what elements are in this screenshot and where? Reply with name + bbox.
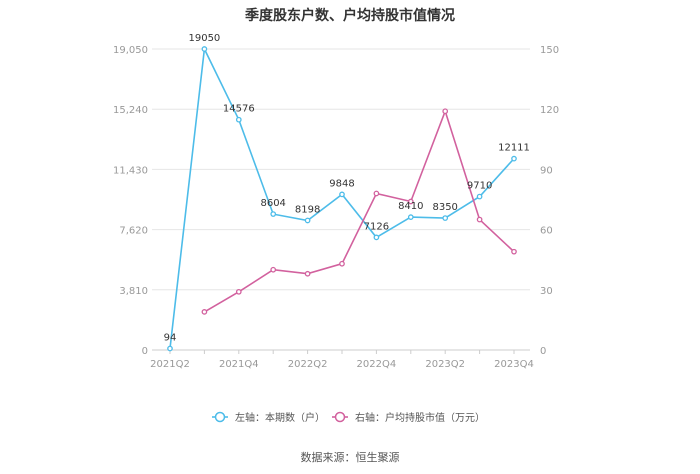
data-point (442, 108, 449, 115)
x-tick-label: 2022Q2 (288, 359, 328, 370)
series-line-2 (203, 108, 515, 313)
data-point (339, 260, 345, 267)
data-label: 8410 (398, 201, 423, 212)
data-point (304, 217, 311, 224)
data-point (511, 248, 517, 255)
legend-marker (334, 411, 346, 423)
x-tick-label: 2023Q4 (494, 359, 534, 370)
data-point (476, 216, 483, 223)
data-point (511, 155, 517, 162)
data-label: 14576 (223, 104, 255, 115)
data-point (270, 211, 277, 217)
x-tick-label: 2021Q4 (219, 359, 259, 370)
left-tick-label: 7,620 (119, 226, 148, 237)
x-tick-label: 2021Q2 (150, 359, 190, 370)
data-label: 12111 (498, 143, 530, 154)
legend-label: 右轴：户均持股市值（万元） (355, 411, 485, 424)
data-point (339, 191, 345, 198)
data-label: 9710 (467, 181, 492, 192)
left-tick-label: 19,050 (113, 45, 148, 56)
data-label: 8350 (432, 202, 457, 213)
right-tick-label: 30 (540, 286, 553, 297)
data-point (373, 234, 380, 241)
left-tick-label: 11,430 (113, 165, 148, 176)
data-point (407, 198, 414, 205)
data-point (442, 215, 449, 221)
right-tick-label: 120 (540, 105, 559, 116)
data-point (235, 116, 242, 123)
data-label: 19050 (188, 33, 220, 44)
right-tick-label: 60 (540, 226, 553, 237)
data-point (235, 288, 242, 295)
data-point (407, 214, 414, 220)
x-tick-label: 2022Q4 (357, 359, 397, 370)
data-label: 94 (164, 333, 177, 344)
data-point (476, 193, 483, 200)
left-axis-ticks: 0 3,810 7,620 11,430 15,240 19,050 (113, 45, 148, 357)
legend: 左轴：本期数（户） 右轴：户均持股市值（万元） (212, 411, 485, 424)
left-tick-label: 3,810 (119, 286, 148, 297)
x-axis-ticks: 2021Q2 2021Q4 2022Q2 2022Q4 2023Q2 2023Q4 (150, 350, 534, 370)
data-label: 9848 (329, 178, 354, 189)
right-tick-label: 90 (540, 165, 553, 176)
data-point (201, 46, 208, 52)
legend-marker (214, 411, 226, 423)
x-tick-label: 2023Q2 (425, 359, 465, 370)
data-label: 7126 (364, 221, 389, 232)
data-point (167, 345, 173, 352)
series-line-1 (169, 46, 515, 349)
data-label: 8604 (260, 198, 285, 209)
data-point (373, 190, 380, 197)
right-tick-label: 150 (540, 45, 559, 56)
data-label: 8198 (295, 204, 320, 215)
source-note: 数据来源：恒生聚源 (301, 450, 400, 464)
data-point (270, 266, 277, 273)
right-axis-ticks: 0 30 60 90 120 150 (540, 45, 559, 357)
data-point (201, 309, 208, 315)
chart-title: 季度股东户数、户均持股市值情况 (244, 7, 455, 24)
data-labels: 94 19050 14576 8604 8198 9848 7126 8410 8350 9710… (164, 33, 530, 344)
legend-label: 左轴：本期数（户） (235, 411, 325, 424)
grid (152, 48, 530, 351)
right-tick-label: 0 (540, 346, 546, 357)
data-point (304, 270, 311, 277)
series-layer (167, 46, 517, 352)
left-tick-label: 15,240 (113, 105, 148, 116)
left-tick-label: 0 (142, 346, 148, 357)
